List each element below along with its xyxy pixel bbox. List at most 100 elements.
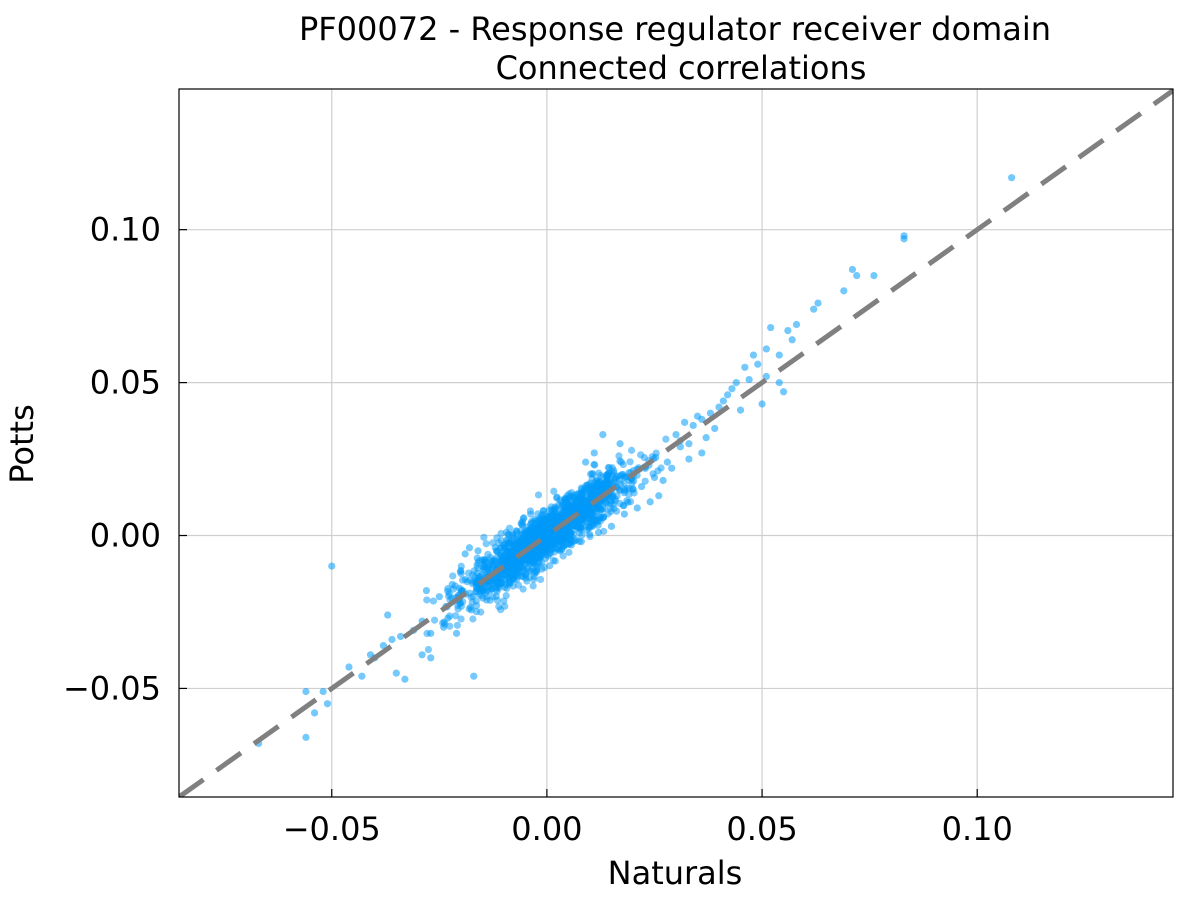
data-point [584, 481, 592, 489]
data-point [762, 345, 770, 353]
data-point [668, 464, 676, 472]
data-point [466, 603, 475, 611]
data-point [529, 582, 537, 590]
grid-lines [179, 89, 1173, 797]
data-point [477, 608, 485, 616]
data-point [500, 583, 509, 591]
data-point [775, 378, 783, 387]
data-point [446, 622, 454, 630]
data-point [546, 518, 554, 526]
data-point [685, 455, 693, 463]
data-point [435, 593, 443, 601]
data-points [255, 174, 1016, 748]
data-point [453, 621, 461, 629]
data-point [626, 458, 634, 466]
data-point [512, 576, 521, 584]
data-point [633, 504, 641, 512]
data-point [616, 499, 624, 508]
data-point [641, 477, 649, 485]
data-point [590, 503, 598, 511]
plot-border [178, 88, 1174, 798]
data-point [607, 522, 616, 530]
data-point [578, 531, 586, 539]
data-point [494, 580, 502, 588]
data-point [545, 530, 553, 538]
data-point [480, 533, 488, 541]
data-point [662, 435, 670, 443]
data-point [529, 548, 538, 556]
reference-line-layer [179, 89, 1173, 797]
data-point [473, 561, 481, 570]
data-point [589, 470, 597, 478]
data-point [500, 541, 508, 549]
data-point [493, 596, 502, 605]
data-point [486, 596, 494, 604]
data-point [547, 503, 555, 511]
data-point [758, 400, 766, 408]
data-point [594, 528, 603, 537]
data-point [534, 491, 543, 499]
data-point [302, 687, 310, 696]
data-point [486, 556, 495, 565]
data-point [482, 540, 490, 548]
data-point [582, 458, 590, 466]
data-point [557, 535, 566, 543]
y-tick-label: 0.10 [90, 211, 161, 249]
data-point [577, 538, 585, 546]
data-point [497, 529, 505, 538]
data-point [502, 592, 510, 600]
data-point [551, 557, 559, 565]
data-point [596, 513, 604, 521]
data-point [499, 570, 507, 578]
data-point [461, 550, 469, 558]
data-point [749, 351, 758, 359]
data-point [571, 491, 579, 499]
data-point [519, 585, 527, 593]
data-point [418, 651, 426, 659]
data-point [672, 430, 680, 439]
data-point [724, 391, 732, 399]
data-point [445, 592, 453, 600]
data-point [597, 471, 605, 480]
data-point [693, 412, 702, 420]
data-point [512, 527, 520, 535]
data-point [577, 490, 585, 499]
data-point [745, 375, 753, 384]
data-point [767, 323, 775, 332]
data-point [655, 492, 663, 500]
data-point [620, 510, 628, 518]
data-point [775, 351, 783, 359]
data-point [472, 587, 480, 596]
data-point [741, 363, 749, 371]
data-point [560, 542, 568, 550]
x-tick-label: 0.05 [726, 810, 797, 848]
data-point [553, 494, 561, 502]
data-point [520, 514, 528, 522]
data-point [646, 498, 654, 506]
data-point [302, 733, 310, 741]
data-point [619, 460, 627, 469]
data-point [608, 464, 616, 472]
data-point [323, 700, 332, 708]
data-point [814, 299, 822, 307]
data-point [526, 507, 535, 515]
data-point [598, 505, 607, 514]
data-point [597, 485, 606, 493]
y-tick-label: −0.05 [63, 669, 161, 707]
data-point [588, 519, 596, 527]
data-point [392, 669, 400, 677]
data-point [451, 612, 460, 620]
data-point [590, 460, 598, 469]
data-point [870, 271, 878, 280]
data-point [427, 629, 435, 637]
data-point [586, 492, 594, 500]
data-point [470, 672, 478, 680]
data-point [539, 506, 548, 515]
data-point [424, 645, 433, 654]
data-point [440, 623, 448, 631]
data-point [457, 566, 465, 575]
plot-frame [178, 88, 1174, 798]
data-point [454, 601, 462, 610]
